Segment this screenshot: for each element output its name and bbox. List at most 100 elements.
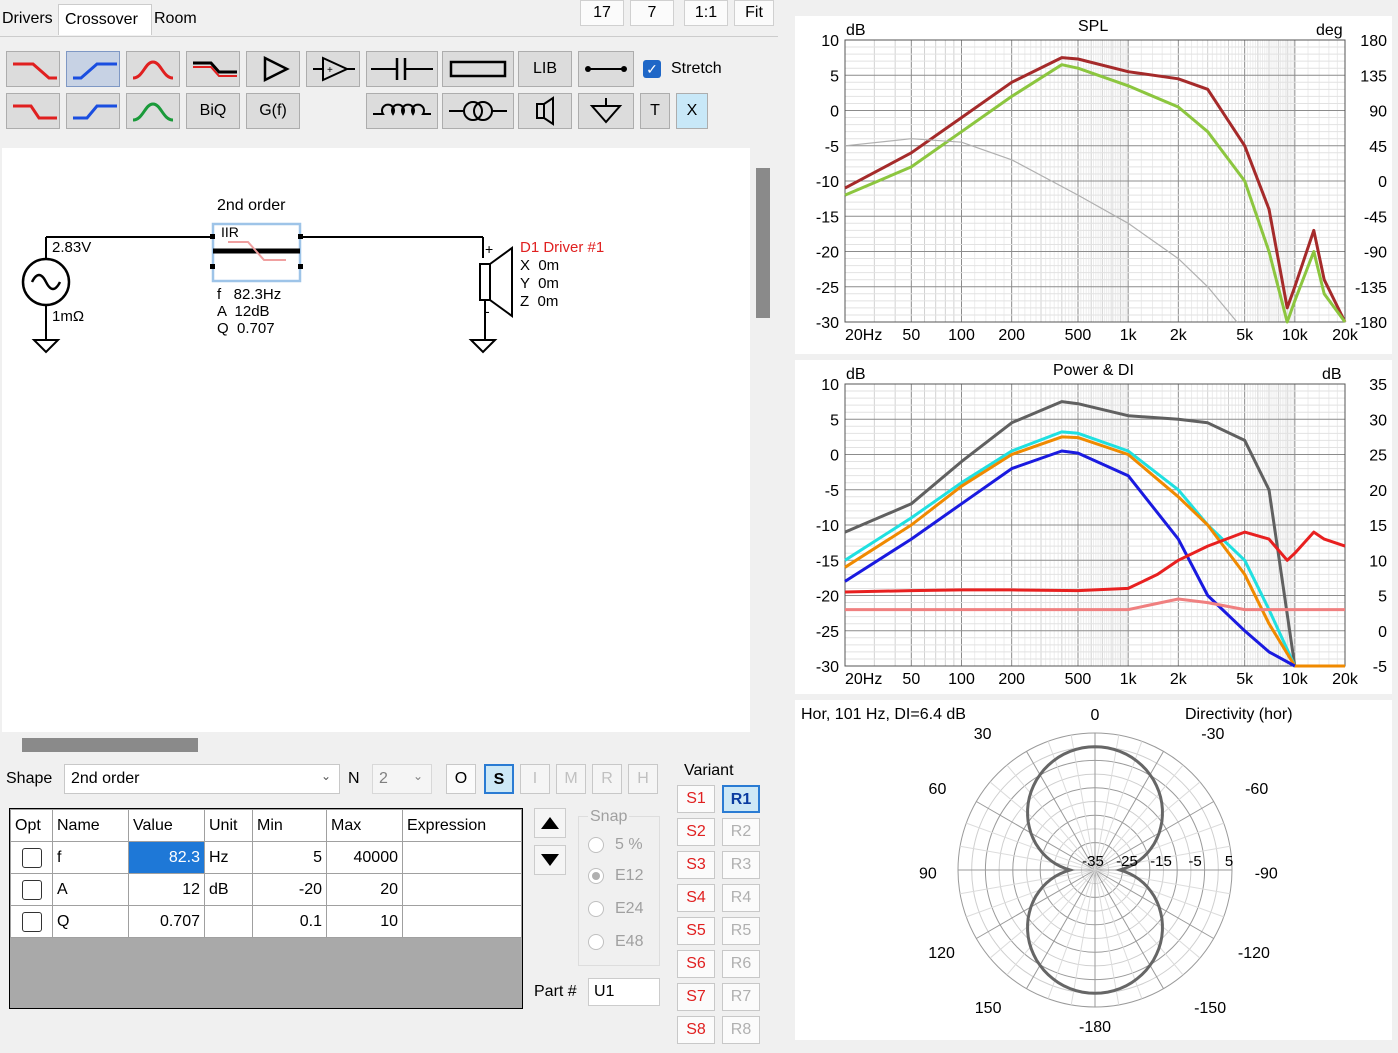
spl-ytick: 5 <box>830 68 839 85</box>
param-min[interactable]: -20 <box>252 873 327 906</box>
tab-drivers[interactable]: Drivers <box>2 10 53 27</box>
zoom-1to1-button[interactable]: 1:1 <box>684 0 728 26</box>
amplifier-button[interactable] <box>246 51 300 87</box>
transformer-button[interactable] <box>442 93 514 129</box>
snap-5pct-label: 5 % <box>615 836 643 853</box>
biquad-button[interactable]: BiQ <box>186 93 240 129</box>
snap-e12-radio[interactable] <box>588 868 604 884</box>
m-button[interactable]: M <box>556 764 586 794</box>
move-up-button[interactable] <box>534 808 566 838</box>
r-button[interactable]: R <box>592 764 622 794</box>
chevron-down-icon: ⌄ <box>412 769 423 783</box>
bandpass-red-button[interactable] <box>126 51 180 87</box>
ground-button[interactable] <box>578 93 634 129</box>
snap-e24-radio[interactable] <box>588 901 604 917</box>
polar-spoke <box>1094 869 1201 959</box>
spl-y2tick: 45 <box>1369 139 1387 156</box>
t-button[interactable]: T <box>640 93 670 129</box>
param-min[interactable]: 0.1 <box>252 905 327 938</box>
table-row[interactable]: Q 0.707 0.1 10 <box>10 905 522 938</box>
shape-select[interactable]: 2nd order ⌄ <box>64 764 340 794</box>
block-q: Q 0.707 <box>217 320 275 337</box>
spl-xtick: 20k <box>1332 327 1359 344</box>
variant-s3-button[interactable]: S3 <box>677 851 715 879</box>
param-max[interactable]: 40000 <box>326 841 403 874</box>
vertical-scrollbar[interactable] <box>756 168 770 318</box>
variant-s4-button[interactable]: S4 <box>677 884 715 912</box>
variant-s7-button[interactable]: S7 <box>677 983 715 1011</box>
power-y2tick: 0 <box>1378 624 1387 641</box>
resistor-button[interactable] <box>442 51 514 87</box>
param-max[interactable]: 10 <box>326 905 403 938</box>
variant-r5-button[interactable]: R5 <box>722 917 760 945</box>
polar-spoke <box>959 845 1096 871</box>
variant-s2-button[interactable]: S2 <box>677 818 715 846</box>
resistor-icon <box>449 60 507 78</box>
variant-s1-button[interactable]: S1 <box>677 785 715 813</box>
wire-button[interactable] <box>578 51 634 87</box>
highpass-blue2-button[interactable] <box>66 93 120 129</box>
power-frame <box>844 383 1346 667</box>
stretch-checkbox[interactable]: ✓ <box>643 60 661 78</box>
zoom-7-button[interactable]: 7 <box>630 0 674 26</box>
variant-s5-button[interactable]: S5 <box>677 917 715 945</box>
variant-r1-button[interactable]: R1 <box>722 785 760 813</box>
capacitor-button[interactable] <box>366 51 438 87</box>
part-input[interactable]: U1 <box>588 978 660 1006</box>
h-button[interactable]: H <box>628 764 658 794</box>
lowpass-red2-button[interactable] <box>6 93 60 129</box>
opt-checkbox[interactable] <box>10 905 53 938</box>
wire-icon <box>585 66 627 72</box>
tab-crossover[interactable]: Crossover <box>58 4 152 35</box>
power-y2tick: 15 <box>1369 518 1387 535</box>
opamp-button[interactable]: + <box>306 51 360 87</box>
o-button[interactable]: O <box>446 764 476 794</box>
table-row[interactable]: f 82.3 Hz 5 40000 <box>10 841 522 874</box>
param-min[interactable]: 5 <box>252 841 327 874</box>
snap-5pct-radio[interactable] <box>588 837 604 853</box>
variant-r2-button[interactable]: R2 <box>722 818 760 846</box>
table-row[interactable]: A 12 dB -20 20 <box>10 873 522 906</box>
opt-checkbox[interactable] <box>10 873 53 906</box>
s-button[interactable]: S <box>484 764 514 794</box>
param-value[interactable]: 0.707 <box>128 905 205 938</box>
inductor-button[interactable] <box>366 93 438 129</box>
param-expression[interactable] <box>402 873 522 906</box>
bandpass-green-button[interactable] <box>126 93 180 129</box>
variant-r6-button[interactable]: R6 <box>722 950 760 978</box>
horizontal-scrollbar[interactable] <box>22 738 198 752</box>
polar-spoke <box>1094 741 1143 871</box>
speaker-button[interactable] <box>518 93 572 129</box>
param-expression[interactable] <box>402 905 522 938</box>
variant-s8-button[interactable]: S8 <box>677 1016 715 1044</box>
variant-s6-button[interactable]: S6 <box>677 950 715 978</box>
stretch-label: Stretch <box>671 60 722 77</box>
variant-r3-button[interactable]: R3 <box>722 851 760 879</box>
power-series-3 <box>844 449 1296 668</box>
spl-y2tick: 180 <box>1360 33 1387 50</box>
variant-r4-button[interactable]: R4 <box>722 884 760 912</box>
lowpass-red-button[interactable] <box>6 51 60 87</box>
shelf-button[interactable] <box>186 51 240 87</box>
schematic-canvas[interactable] <box>2 148 750 732</box>
param-expression[interactable] <box>402 841 522 874</box>
snap-e48-radio[interactable] <box>588 934 604 950</box>
spl-ytick: -15 <box>816 209 839 226</box>
param-value[interactable]: 12 <box>128 873 205 906</box>
zoom-17-button[interactable]: 17 <box>580 0 624 26</box>
param-value[interactable]: 82.3 <box>128 841 205 874</box>
variant-r8-button[interactable]: R8 <box>722 1016 760 1044</box>
variant-r7-button[interactable]: R7 <box>722 983 760 1011</box>
n-select[interactable]: 2 ⌄ <box>372 764 432 794</box>
spl-series-1 <box>844 63 1347 324</box>
gf-button[interactable]: G(f) <box>246 93 300 129</box>
tab-room[interactable]: Room <box>154 10 197 27</box>
highpass-blue-button[interactable] <box>66 51 120 87</box>
x-button[interactable]: X <box>676 93 708 129</box>
opt-checkbox[interactable] <box>10 841 53 874</box>
move-down-button[interactable] <box>534 845 566 875</box>
param-max[interactable]: 20 <box>326 873 403 906</box>
zoom-fit-button[interactable]: Fit <box>734 0 774 26</box>
lib-button[interactable]: LIB <box>518 51 572 87</box>
i-button[interactable]: I <box>520 764 550 794</box>
